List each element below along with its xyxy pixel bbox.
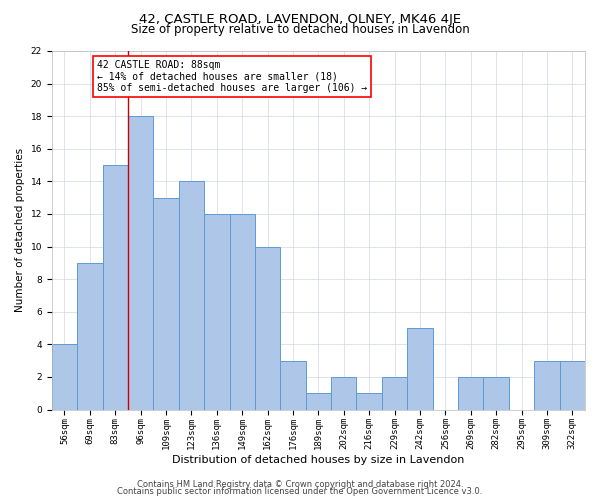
Bar: [77, 263, 103, 410]
Bar: [458, 377, 484, 410]
Bar: [154, 198, 179, 410]
Bar: [204, 214, 230, 410]
Text: Contains HM Land Registry data © Crown copyright and database right 2024.: Contains HM Land Registry data © Crown c…: [137, 480, 463, 489]
X-axis label: Distribution of detached houses by size in Lavendon: Distribution of detached houses by size …: [172, 455, 464, 465]
Bar: [230, 214, 255, 410]
Bar: [280, 360, 305, 410]
Text: Contains public sector information licensed under the Open Government Licence v3: Contains public sector information licen…: [118, 487, 482, 496]
Bar: [560, 360, 585, 410]
Bar: [179, 182, 204, 410]
Bar: [382, 377, 407, 410]
Y-axis label: Number of detached properties: Number of detached properties: [15, 148, 25, 312]
Text: 42, CASTLE ROAD, LAVENDON, OLNEY, MK46 4JE: 42, CASTLE ROAD, LAVENDON, OLNEY, MK46 4…: [139, 12, 461, 26]
Bar: [305, 394, 331, 409]
Bar: [407, 328, 433, 409]
Bar: [128, 116, 154, 410]
Bar: [52, 344, 77, 410]
Bar: [484, 377, 509, 410]
Bar: [103, 165, 128, 410]
Bar: [356, 394, 382, 409]
Bar: [534, 360, 560, 410]
Text: Size of property relative to detached houses in Lavendon: Size of property relative to detached ho…: [131, 22, 469, 36]
Bar: [331, 377, 356, 410]
Text: 42 CASTLE ROAD: 88sqm
← 14% of detached houses are smaller (18)
85% of semi-deta: 42 CASTLE ROAD: 88sqm ← 14% of detached …: [97, 60, 367, 93]
Bar: [255, 246, 280, 410]
